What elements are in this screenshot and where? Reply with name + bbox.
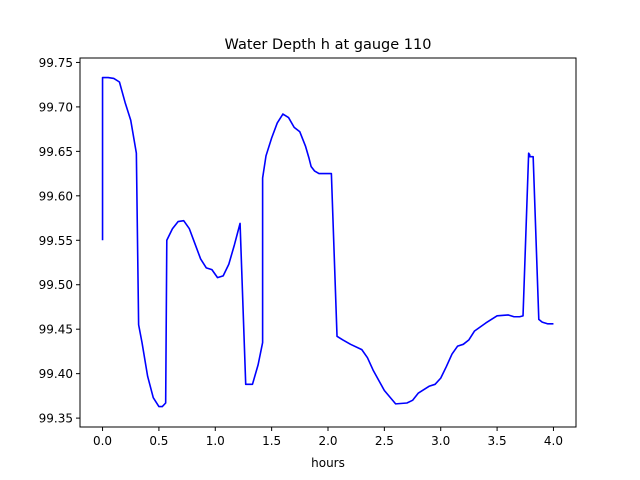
axes-frame (79, 57, 577, 428)
y-tick-label: 99.55 (39, 234, 73, 248)
y-tick-label: 99.65 (39, 145, 73, 159)
y-tick-label: 99.50 (39, 278, 73, 292)
x-tick-label: 3.0 (431, 434, 450, 448)
x-tick-label: 2.5 (375, 434, 394, 448)
x-tick-label: 4.0 (544, 434, 563, 448)
x-tick-label: 3.5 (488, 434, 507, 448)
y-tick-label: 99.60 (39, 189, 73, 203)
plot-area (101, 76, 554, 408)
y-tick-label: 99.35 (39, 412, 73, 426)
x-tick-label: 2.0 (318, 434, 337, 448)
x-axis-label: hours (311, 456, 345, 470)
y-tick-label: 99.70 (39, 100, 73, 114)
y-tick-label: 99.40 (39, 367, 73, 381)
x-tick-label: 1.0 (206, 434, 225, 448)
x-tick-label: 1.5 (262, 434, 281, 448)
x-tick-label: 0.5 (149, 434, 168, 448)
y-axis: 99.35 99.40 99.45 99.50 99.55 99.60 99.65 99.70… (39, 56, 80, 426)
y-tick-label: 99.45 (39, 323, 73, 337)
y-tick-label: 99.75 (39, 56, 73, 70)
x-axis: 0.0 0.5 1.0 1.5 2.0 2.5 3.0 3.5 4.0 (93, 427, 563, 448)
chart-title: Water Depth h at gauge 110 (225, 37, 432, 53)
series-line-0 (101, 76, 554, 408)
x-tick-label: 0.0 (93, 434, 112, 448)
